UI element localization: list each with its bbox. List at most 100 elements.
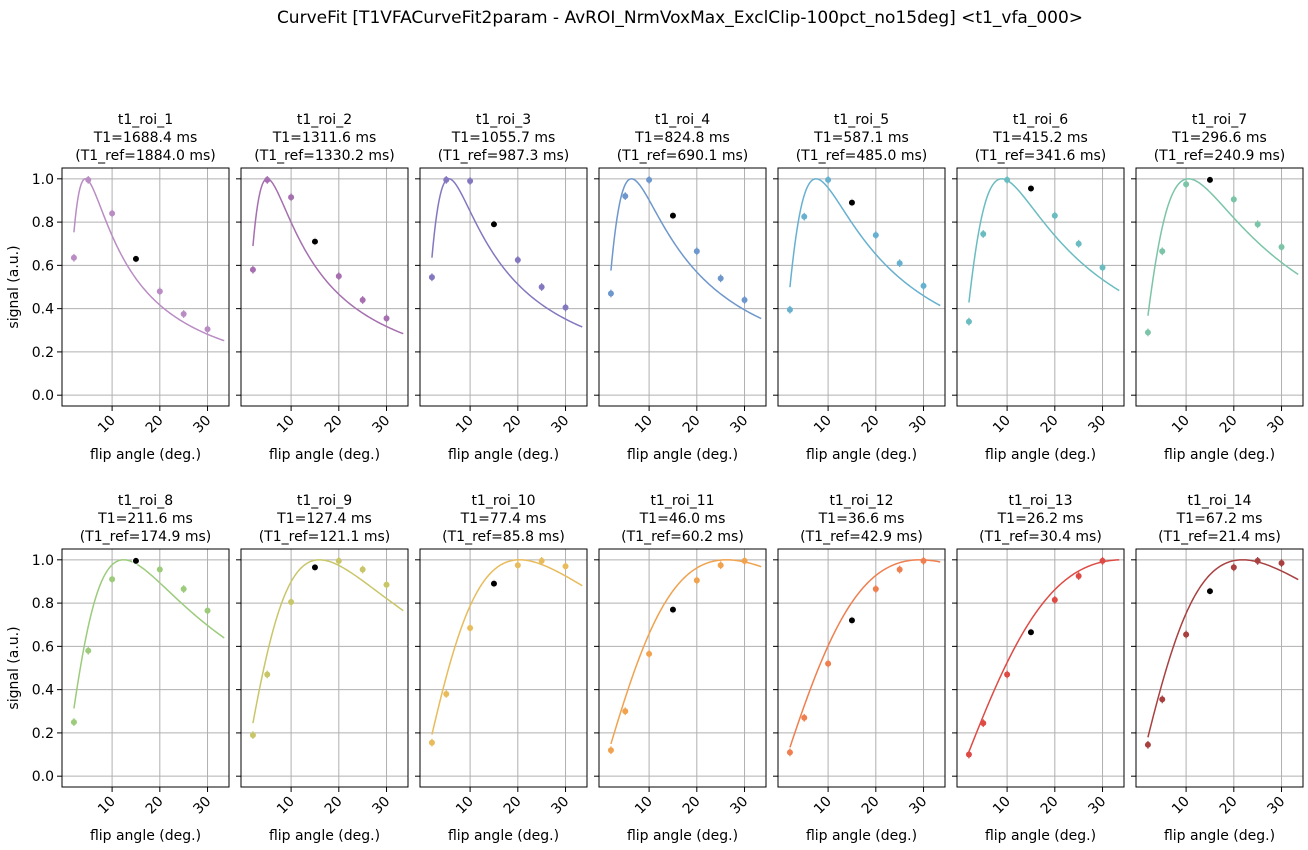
subplot-title: t1_roi_7 (1192, 112, 1247, 128)
x-tick-label: 20 (859, 794, 883, 818)
fit-curve (73, 178, 225, 342)
x-tick-label: 10 (453, 794, 477, 818)
data-point (920, 282, 927, 289)
data-point (801, 213, 808, 220)
data-point (288, 194, 295, 201)
data-point (646, 650, 653, 657)
subplot-t1-roi-4: t1_roi_4 T1=824.8 ms (T1_ref=690.1 ms) 10 20… (594, 112, 767, 463)
subplot-t1-roi-2: t1_roi_2 T1=1311.6 ms (T1_ref=1330.2 ms) 10… (236, 112, 409, 463)
t1-value-label: T1=26.2 ms (997, 511, 1084, 527)
data-point (180, 311, 187, 318)
excluded-data-point (669, 605, 677, 614)
data-point (965, 318, 972, 325)
y-tick-label: 0.6 (32, 258, 54, 274)
axes-frame (419, 167, 588, 407)
subplot-title: t1_roi_2 (297, 112, 352, 128)
x-tick-label: 10 (274, 794, 298, 818)
axes-frame (1135, 548, 1304, 788)
subplot-t1-roi-3: t1_roi_3 T1=1055.7 ms (T1_ref=987.3 ms) 10 2… (415, 112, 588, 463)
t1-ref-label: (T1_ref=1330.2 ms) (254, 148, 394, 164)
x-tick-label: 10 (990, 794, 1014, 818)
y-tick-label: 0.4 (32, 683, 54, 699)
x-tick-label: 10 (95, 794, 119, 818)
data-point (622, 193, 629, 200)
data-point (607, 747, 614, 754)
data-point (717, 275, 724, 282)
x-tick-label: 20 (322, 794, 346, 818)
data-point (717, 562, 724, 569)
t1-ref-label: (T1_ref=174.9 ms) (80, 529, 212, 545)
data-point (428, 739, 435, 746)
y-tick-label: 0.0 (32, 388, 54, 404)
subplot-t1-roi-9: t1_roi_9 T1=127.4 ms (T1_ref=121.1 ms) 10 20… (236, 493, 409, 844)
fit-curve (431, 178, 583, 328)
subplot-title: t1_roi_13 (1008, 493, 1072, 509)
data-point (264, 671, 271, 678)
data-point (825, 176, 832, 183)
x-tick-label: 30 (1264, 794, 1288, 818)
data-point (1099, 557, 1106, 564)
x-tick-label: 30 (548, 413, 572, 437)
excluded-data-point (1206, 176, 1214, 184)
subplot-t1-roi-7: t1_roi_7 T1=296.6 ms (T1_ref=240.9 ms) 10 20… (1131, 112, 1304, 463)
data-point (1159, 696, 1166, 703)
x-axis-label: flip angle (deg.) (806, 447, 917, 463)
excluded-data-point (1206, 587, 1214, 595)
t1-value-label: T1=211.6 ms (97, 511, 193, 527)
t1-ref-label: (T1_ref=21.4 ms) (1158, 529, 1281, 545)
t1-value-label: T1=36.6 ms (818, 511, 905, 527)
excluded-data-point (132, 557, 140, 565)
data-point (1254, 557, 1261, 564)
data-point (85, 647, 92, 654)
excluded-data-point (490, 579, 498, 588)
axes-frame (956, 548, 1125, 788)
x-tick-label: 30 (548, 794, 572, 818)
axes-frame (61, 548, 230, 788)
excluded-data-point (490, 220, 498, 229)
data-point (1159, 248, 1166, 255)
data-point (1004, 176, 1011, 183)
x-tick-label: 10 (274, 413, 298, 437)
excluded-data-point (132, 255, 140, 263)
x-tick-label: 30 (1085, 794, 1109, 818)
data-point (383, 315, 390, 322)
x-tick-label: 10 (811, 413, 835, 437)
excluded-data-point (311, 563, 319, 572)
subplot-t1-roi-13: t1_roi_13 T1=26.2 ms (T1_ref=30.4 ms) 10 20 3… (952, 493, 1125, 844)
axes-frame (61, 167, 230, 407)
excluded-data-point (1027, 184, 1035, 193)
fit-curve (73, 559, 225, 709)
t1-ref-label: (T1_ref=1884.0 ms) (75, 148, 215, 164)
x-axis-label: flip angle (deg.) (448, 447, 559, 463)
data-point (288, 599, 295, 606)
y-tick-label: 0.2 (32, 726, 54, 742)
t1-value-label: T1=67.2 ms (1176, 511, 1263, 527)
t1-ref-label: (T1_ref=341.6 ms) (975, 148, 1107, 164)
x-axis-label: flip angle (deg.) (448, 828, 559, 844)
y-axis-label: signal (a.u.) (6, 245, 22, 328)
data-point (70, 719, 77, 726)
x-tick-label: 20 (1217, 794, 1241, 818)
data-point (741, 296, 748, 303)
subplot-title: t1_roi_4 (655, 112, 710, 128)
data-point (562, 304, 569, 311)
data-point (1075, 573, 1082, 580)
x-tick-label: 20 (143, 794, 167, 818)
data-point (741, 557, 748, 564)
x-tick-label: 30 (727, 413, 751, 437)
y-tick-label: 1.0 (32, 553, 54, 569)
x-axis-label: flip angle (deg.) (90, 828, 201, 844)
data-point (428, 274, 435, 281)
data-point (204, 607, 211, 614)
data-point (383, 581, 390, 588)
x-tick-label: 10 (990, 413, 1014, 437)
data-point (156, 566, 163, 573)
data-point (920, 557, 927, 564)
t1-ref-label: (T1_ref=121.1 ms) (259, 529, 391, 545)
data-point (562, 563, 569, 570)
subplot-t1-roi-10: t1_roi_10 T1=77.4 ms (T1_ref=85.8 ms) 10 20 3… (415, 493, 588, 844)
x-tick-label: 10 (95, 413, 119, 437)
x-tick-label: 30 (1085, 413, 1109, 437)
data-point (1099, 264, 1106, 271)
subplot-title: t1_roi_3 (476, 112, 531, 128)
